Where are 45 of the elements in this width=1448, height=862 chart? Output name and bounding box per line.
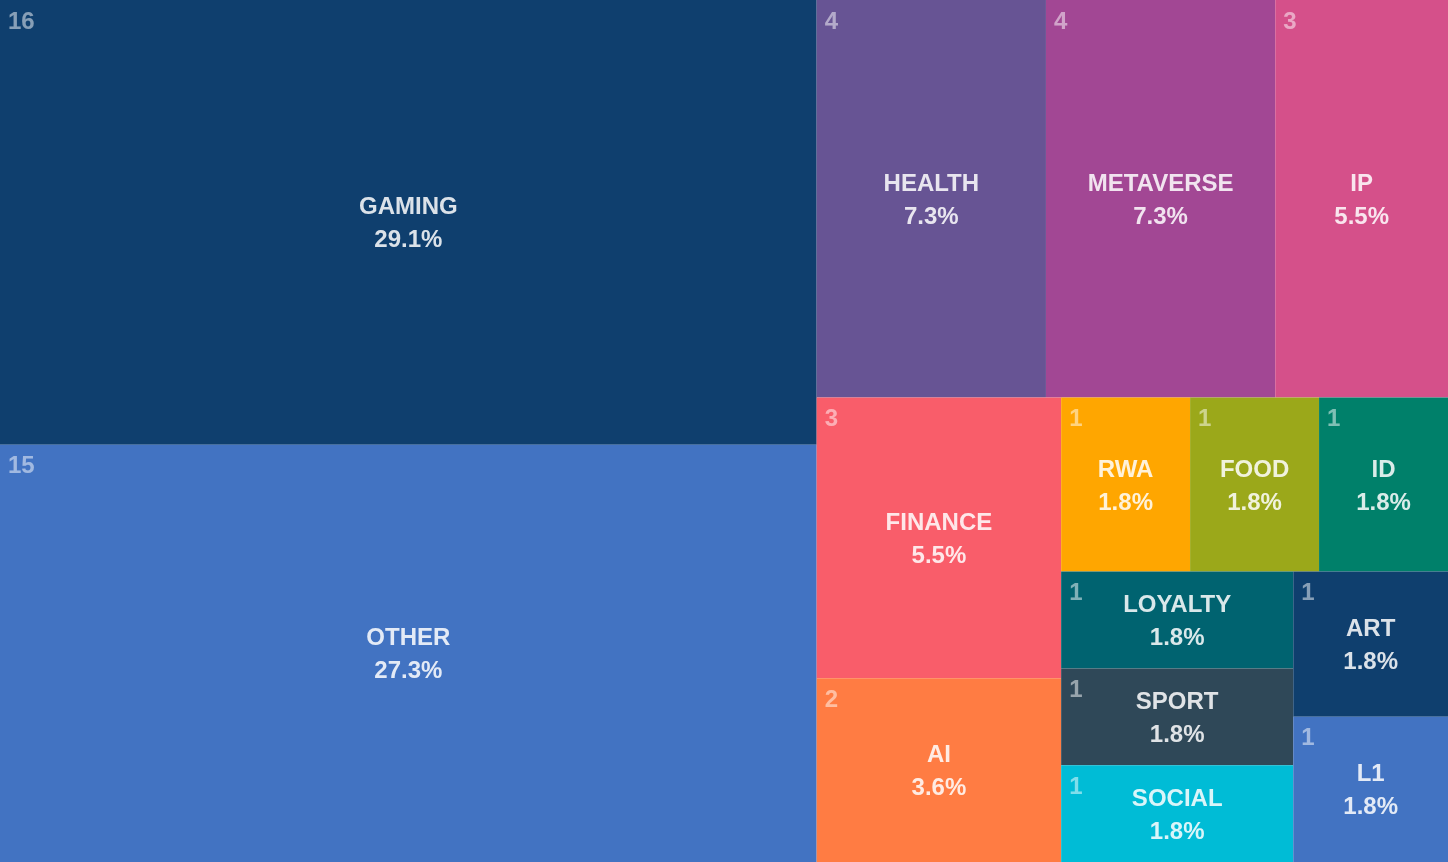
data-label: 7.3% [903,201,959,229]
category-label: SOCIAL [1131,783,1223,811]
text: 4 [824,6,839,34]
text: 1 [1198,403,1212,431]
text: 1 [1069,578,1083,606]
data-label: 1.8% [1098,487,1153,515]
category-label: GAMING [359,192,458,220]
text: 1 [1069,771,1083,799]
data-label: 1.8% [1227,487,1282,515]
text: 1 [1069,674,1083,702]
data-label: 1.8% [1149,816,1205,844]
text: 16 [8,6,35,34]
text: 1 [1327,403,1341,431]
category-label: LOYALTY [1123,590,1232,618]
text: 15 [8,451,35,479]
text: 1 [1069,403,1083,431]
category-label: ID [1371,454,1396,482]
category-label: IP [1350,168,1373,196]
data-label: 1.8% [1149,623,1205,651]
category-label: HEALTH [883,168,980,196]
category-label: RWA [1097,454,1154,482]
category-label: OTHER [366,623,451,651]
category-label: FINANCE [885,507,993,535]
category-label: FOOD [1219,454,1290,482]
text: 3 [1283,6,1297,34]
data-label: 1.8% [1356,487,1411,515]
text: 1 [1301,578,1315,606]
text: 1 [1301,723,1315,751]
category-label: METAVERSE [1087,168,1234,196]
data-label: 1.8% [1343,647,1398,675]
data-label: 1.8% [1149,719,1205,747]
category-label: SPORT [1135,686,1219,714]
data-label: 5.5% [1334,201,1389,229]
category-label: AI [926,740,951,768]
text: 2 [824,684,839,712]
text: 4 [1053,6,1068,34]
category-label: ART [1345,614,1396,642]
data-label: 1.8% [1343,792,1398,820]
text: 3 [824,403,839,431]
data-label: 29.1% [374,225,443,253]
data-label: 27.3% [374,656,443,684]
data-label: 5.5% [911,540,967,568]
data-label: 7.3% [1133,201,1188,229]
data-label: 3.6% [911,773,967,801]
category-label: L1 [1356,759,1385,787]
